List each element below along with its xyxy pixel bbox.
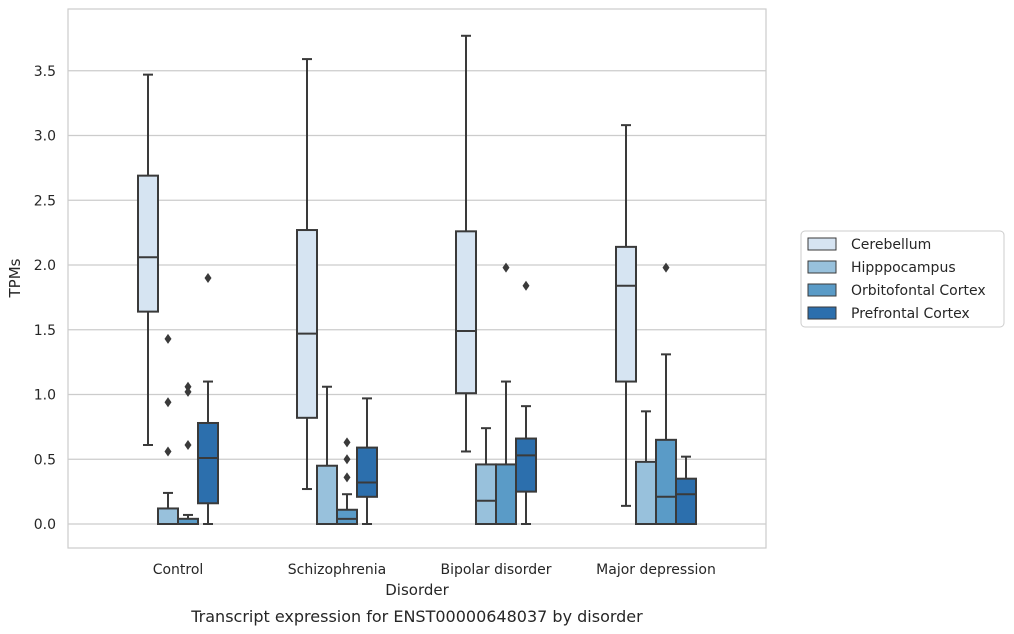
box <box>655 262 677 526</box>
box-body <box>675 477 697 525</box>
box <box>137 73 159 447</box>
box <box>356 397 378 525</box>
legend-entry: Cerebellum <box>851 237 931 253</box>
box <box>675 455 697 525</box>
box-body <box>356 446 378 498</box>
x-tick-label: Bipolar disorder <box>440 562 551 578</box>
flier-point <box>343 454 351 465</box>
legend: Cerebellum Hipppocampus Orbitofontal Corte… <box>800 230 1005 328</box>
y-tick-label: 3.0 <box>34 129 56 145</box>
box-body <box>316 464 338 526</box>
flier-point <box>343 472 351 483</box>
box <box>615 124 637 507</box>
x-axis-label: Disorder <box>385 581 449 599</box>
box-body <box>615 245 637 383</box>
y-tick-labels: 0.0 0.5 1.0 1.5 2.0 2.5 3.0 3.5 <box>34 64 56 533</box>
box-body <box>455 230 477 395</box>
plot-frame <box>67 8 767 549</box>
x-tick-label: Control <box>153 562 204 578</box>
chart-caption: Transcript expression for ENST0000064803… <box>190 607 643 626</box>
x-tick-label: Schizophrenia <box>288 562 386 578</box>
y-tick-label: 1.5 <box>34 323 56 339</box>
box <box>336 437 358 526</box>
y-tick-label: 0.5 <box>34 452 56 468</box>
box-series <box>137 34 697 526</box>
y-tick-label: 2.0 <box>34 258 56 274</box>
series-cerebellum <box>137 34 637 507</box>
flier-point <box>343 437 351 448</box>
flier-point <box>184 381 192 392</box>
legend-frame <box>800 230 1005 328</box>
y-tick-label: 2.5 <box>34 193 56 209</box>
box-body <box>296 229 318 419</box>
flier-point <box>502 262 510 273</box>
series-orbitofontal-cortex <box>177 262 677 526</box>
box <box>635 410 657 525</box>
box-body <box>197 421 219 505</box>
gridlines <box>68 70 766 525</box>
x-tick-labels: Control Schizophrenia Bipolar disorder Majo… <box>153 562 716 578</box>
y-axis-label: TPMs <box>6 258 24 298</box>
flier-point <box>164 333 172 344</box>
y-tick-label: 1.0 <box>34 388 56 404</box>
legend-entry: Orbitofontal Cortex <box>851 283 986 299</box>
legend-swatch <box>807 260 837 274</box>
box-body <box>137 174 159 313</box>
box-body <box>635 460 657 525</box>
box <box>475 427 497 525</box>
legend-entry: Prefrontal Cortex <box>851 306 970 322</box>
x-tick-label: Major depression <box>596 562 716 578</box>
box <box>197 272 219 525</box>
flier-point <box>522 280 530 291</box>
flier-point <box>662 262 670 273</box>
legend-swatch <box>807 237 837 251</box>
legend-swatch <box>807 306 837 320</box>
box-body <box>336 508 358 526</box>
flier-point <box>164 397 172 408</box>
box <box>177 381 199 526</box>
box-body <box>157 507 179 525</box>
box <box>495 262 517 525</box>
y-tick-label: 3.5 <box>34 64 56 80</box>
box-body <box>515 437 537 493</box>
box <box>455 34 477 453</box>
box <box>157 333 179 525</box>
flier-point <box>184 386 192 397</box>
flier-point <box>184 440 192 451</box>
legend-swatch <box>807 283 837 297</box>
flier-point <box>164 446 172 457</box>
box-body <box>495 463 517 525</box>
box <box>296 58 318 491</box>
box-body <box>475 463 497 525</box>
series-hipppocampus <box>157 333 657 526</box>
y-tick-label: 0.0 <box>34 517 56 533</box>
series-prefrontal-cortex <box>197 272 697 525</box>
box <box>316 385 338 526</box>
flier-point <box>204 272 212 283</box>
box <box>515 280 537 525</box>
box-body <box>655 438 677 526</box>
legend-entry: Hipppocampus <box>851 260 956 276</box>
